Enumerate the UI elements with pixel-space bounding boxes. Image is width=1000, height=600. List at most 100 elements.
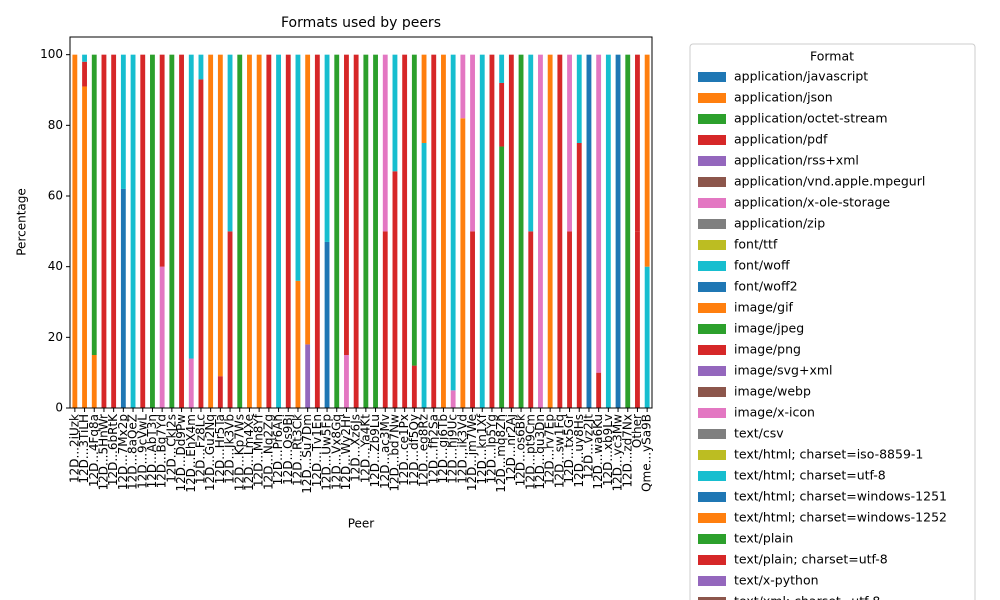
bar-segment <box>411 54 417 366</box>
bar-segment <box>411 365 417 408</box>
x-axis-label: Peer <box>348 517 375 531</box>
x-tick-label: 12D...os6Bk <box>514 414 528 486</box>
legend-label: application/json <box>734 90 833 105</box>
x-tick-label: 12D...Fz8Lc <box>193 414 207 484</box>
chart-title: Formats used by peers <box>281 15 441 31</box>
x-tick-label: 12D...9cVwL <box>135 414 149 489</box>
x-tick-label: 12D...Lm4Xe <box>242 414 256 491</box>
x-tick-label: 12D...nr2Aj <box>504 414 518 482</box>
legend-swatch <box>698 597 726 600</box>
legend-swatch <box>698 492 726 502</box>
bar-segment <box>576 143 582 408</box>
x-tick-label: 12D...Qs9Bj <box>281 414 295 485</box>
x-tick-label: 12D...2iUzk <box>67 414 81 483</box>
legend-swatch <box>698 387 726 397</box>
bar-segment <box>266 54 272 409</box>
x-tick-label: 12D...Xz6Js <box>349 414 363 482</box>
x-tick-label: 12D...Vx8Gq <box>329 414 343 490</box>
legend-swatch <box>698 513 726 523</box>
legend-swatch <box>698 408 726 418</box>
x-tick-label: 12D...Jk3Vb <box>223 414 237 484</box>
bar-segment <box>72 54 78 409</box>
legend-swatch <box>698 282 726 292</box>
bar-segment <box>111 54 117 409</box>
x-tick-label: 12D...CkJ2s <box>164 414 178 483</box>
legend-label: text/xml; charset=utf-8 <box>734 594 880 600</box>
x-tick-label: 12D...rv7Ep <box>543 414 557 485</box>
legend-label: image/jpeg <box>734 321 804 336</box>
bar-segment <box>470 54 475 232</box>
bar-segment <box>91 355 97 408</box>
bar-segment <box>295 280 301 408</box>
bar-segment <box>528 54 534 232</box>
bar-segment <box>431 54 437 409</box>
legend-label: application/pdf <box>734 132 828 147</box>
legend-label: application/octet-stream <box>734 111 888 126</box>
bar-segment <box>188 54 194 359</box>
bar-segment <box>615 54 621 409</box>
bar-segment <box>450 54 456 391</box>
bar-segment <box>159 54 165 267</box>
legend-label: text/plain; charset=utf-8 <box>734 552 888 567</box>
legend-swatch <box>698 576 726 586</box>
x-tick-label: 12D...EhX4m <box>184 414 198 493</box>
legend-swatch <box>698 471 726 481</box>
bar-segment <box>470 231 475 408</box>
legend-swatch <box>698 177 726 187</box>
bar-segment <box>227 54 233 232</box>
bar-segment <box>247 54 252 409</box>
bar-segment <box>305 54 311 345</box>
x-tick-label: 12D...wa6Ku <box>591 414 605 490</box>
legend-label: text/html; charset=windows-1252 <box>734 510 947 525</box>
legend-swatch <box>698 324 726 334</box>
legend-swatch <box>698 72 726 82</box>
bar-segment <box>635 54 640 232</box>
legend-label: text/csv <box>734 426 784 441</box>
legend-label: application/x-ole-storage <box>734 195 890 210</box>
bar-segment <box>421 54 427 143</box>
legend-label: image/x-icon <box>734 405 815 420</box>
bar-segment <box>644 266 650 408</box>
x-tick-label: 12D...Bq7Yd <box>155 414 169 488</box>
y-tick-label: 20 <box>48 330 63 344</box>
x-tick-label: 12D...Nq2Zg <box>261 414 275 490</box>
x-tick-label: 12D...4Fq8a <box>87 414 101 487</box>
legend-label: image/svg+xml <box>734 363 833 378</box>
x-tick-label: 12D...3TiLH <box>77 414 91 484</box>
bar-segment <box>295 54 301 281</box>
legend-swatch <box>698 219 726 229</box>
bar-segment <box>567 231 572 408</box>
x-tick-label: 12D...pt9Cm <box>523 414 537 490</box>
x-tick-label: Qme...ySa9B <box>640 414 654 492</box>
bar-segment <box>373 54 378 409</box>
x-tick-label: 12D...Tv1En <box>310 414 324 487</box>
legend-label: image/webp <box>734 384 811 399</box>
bar-segment <box>276 54 281 409</box>
x-tick-label: 12D...Rt3Ck <box>290 414 304 486</box>
y-tick-label: 60 <box>48 189 63 203</box>
bar-segment <box>169 54 175 409</box>
bar-segment <box>489 54 495 409</box>
legend-swatch <box>698 198 726 208</box>
bar-segment <box>217 54 223 377</box>
legend-swatch <box>698 555 726 565</box>
legend-swatch <box>698 240 726 250</box>
bar-segment <box>217 376 223 408</box>
bar-segment <box>179 54 184 409</box>
bar-segment <box>314 54 320 409</box>
bar-segment <box>528 231 534 408</box>
legend-swatch <box>698 345 726 355</box>
x-tick-label: 12D...Zb9Lu <box>368 414 382 488</box>
x-tick-label: 12D...bd7Nw <box>387 414 401 492</box>
bar-segment <box>547 54 553 409</box>
x-tick-label: 12D...Pr6Ah <box>271 414 285 485</box>
bar-segment <box>596 372 602 408</box>
x-tick-label: 12D...gi6Tb <box>436 414 450 484</box>
x-tick-label: 12D...qu3Dn <box>533 414 547 490</box>
bar-segment <box>198 79 204 409</box>
legend-box <box>689 43 976 600</box>
legend-label: text/html; charset=windows-1251 <box>734 489 947 504</box>
plot-frame <box>69 36 653 409</box>
bar-segment <box>450 390 456 408</box>
